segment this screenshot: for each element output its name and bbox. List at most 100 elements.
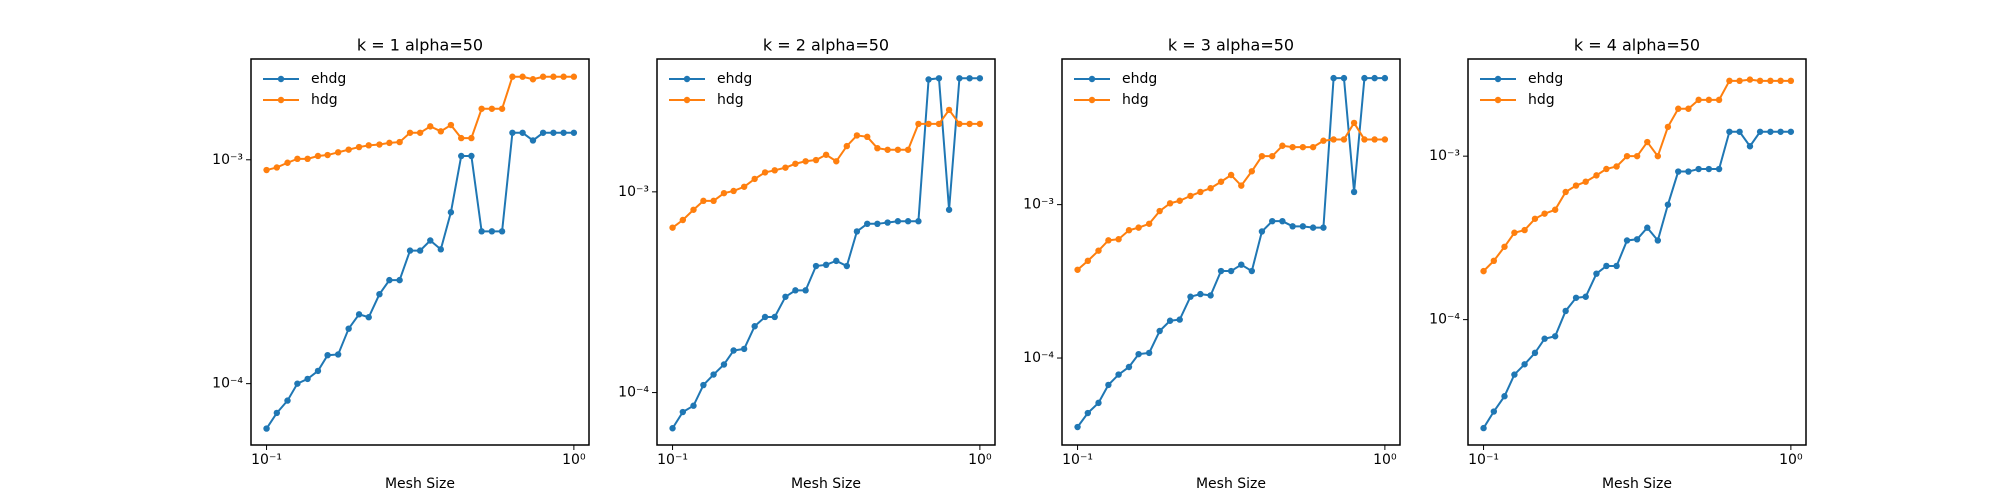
y-tick-label: 10⁻⁴ (1429, 312, 1460, 328)
data-point (833, 257, 840, 265)
data-point (853, 132, 861, 139)
data-point (669, 425, 676, 432)
data-point (1644, 138, 1651, 146)
data-point (1381, 136, 1389, 143)
data-point (1197, 290, 1204, 298)
data-point (710, 371, 717, 378)
data-point (1166, 200, 1174, 207)
data-point (802, 158, 809, 165)
legend-marker (1494, 75, 1502, 83)
data-point (1685, 105, 1692, 112)
data-point (782, 164, 789, 171)
data-point (1279, 217, 1286, 225)
x-tick-label: 10⁻¹ (657, 452, 688, 468)
data-point (1593, 270, 1600, 277)
data-point (1197, 188, 1204, 196)
data-point (1084, 257, 1092, 265)
data-point (376, 290, 383, 298)
data-point (273, 409, 281, 417)
data-point (956, 120, 963, 128)
data-point (1330, 136, 1337, 143)
data-point (1340, 74, 1348, 82)
data-point (1664, 201, 1672, 208)
data-point (1613, 262, 1620, 270)
data-point (458, 152, 465, 160)
data-point (1166, 317, 1174, 324)
data-point (1371, 136, 1378, 143)
data-point (1613, 163, 1620, 170)
data-point (437, 246, 445, 253)
data-point (935, 120, 943, 128)
x-tick-label: 10⁻¹ (251, 452, 282, 468)
data-point (324, 151, 331, 159)
data-point (874, 220, 881, 228)
data-point (1340, 136, 1348, 143)
data-point (1187, 293, 1194, 300)
data-point (710, 197, 717, 205)
series-line (1482, 130, 1791, 429)
data-point (1623, 237, 1631, 244)
data-point (669, 224, 676, 231)
plot-frame (1467, 58, 1807, 446)
legend-marker (683, 96, 691, 104)
data-point (720, 189, 728, 197)
data-point (1582, 178, 1589, 185)
data-point (1320, 224, 1327, 231)
data-point (519, 129, 526, 136)
plot-frame (250, 58, 590, 446)
x-tick-label: 10⁰ (1779, 452, 1803, 468)
data-point (1756, 128, 1764, 135)
data-point (1695, 165, 1702, 173)
data-point (1289, 143, 1296, 151)
data-point (1350, 119, 1358, 127)
data-point (1490, 257, 1498, 265)
data-point (1320, 137, 1327, 144)
data-point (1309, 143, 1317, 151)
data-point (334, 149, 342, 156)
data-point (1480, 267, 1487, 275)
y-tick-label: 10⁻⁴ (618, 385, 649, 401)
data-point (570, 129, 578, 136)
data-point (1371, 74, 1378, 82)
data-point (1299, 143, 1307, 151)
y-tick-label: 10⁻³ (212, 152, 243, 168)
data-point (1746, 76, 1754, 83)
data-point (284, 159, 291, 166)
legend-label: ehdg (1528, 71, 1563, 87)
data-point (263, 425, 270, 432)
data-point (529, 137, 537, 144)
legend-label: hdg (1528, 92, 1555, 108)
data-point (1289, 223, 1296, 230)
data-point (324, 351, 331, 359)
data-point (1675, 105, 1682, 112)
data-point (488, 228, 496, 235)
legend-marker (683, 75, 691, 83)
data-point (1105, 381, 1112, 389)
data-point (416, 129, 424, 136)
data-point (884, 146, 891, 153)
data-point (396, 138, 403, 146)
data-point (945, 106, 953, 114)
data-point (751, 323, 758, 330)
data-point (812, 156, 820, 164)
x-tick-label: 10⁰ (562, 452, 586, 468)
data-point (1207, 184, 1214, 192)
data-point (1787, 77, 1795, 85)
data-point (273, 164, 281, 171)
data-point (427, 237, 434, 244)
data-point (864, 220, 871, 228)
data-point (915, 120, 922, 128)
data-point (822, 261, 830, 269)
data-point (509, 73, 516, 80)
data-point (1105, 237, 1112, 244)
data-point (1490, 408, 1498, 415)
data-point (1562, 188, 1569, 196)
data-point (1238, 182, 1245, 189)
data-point (1541, 335, 1548, 342)
data-point (1777, 128, 1784, 135)
data-point (519, 73, 526, 80)
data-point (1115, 236, 1122, 243)
data-point (822, 151, 830, 158)
data-point (1217, 178, 1225, 185)
